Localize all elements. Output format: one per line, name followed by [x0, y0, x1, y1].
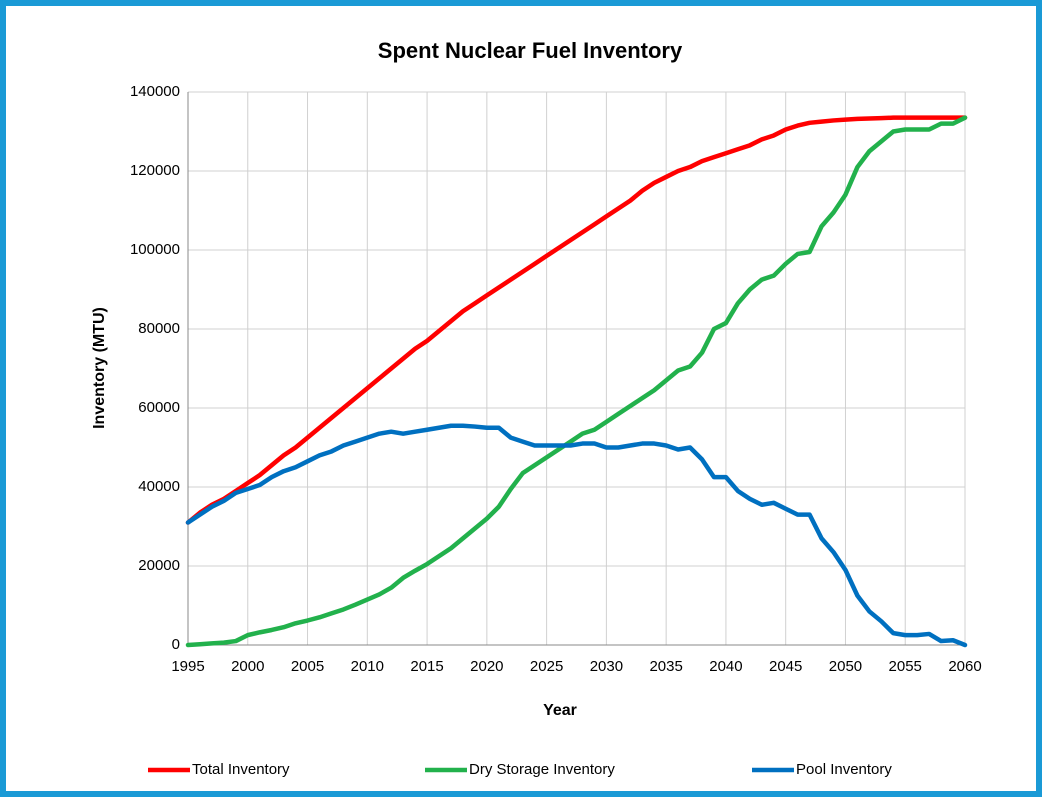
x-tick-label: 2015 — [410, 658, 443, 675]
legend-label: Dry Storage Inventory — [469, 761, 615, 778]
x-tick-label: 2020 — [470, 658, 503, 675]
line-series — [185, 423, 968, 648]
line-series — [185, 115, 968, 648]
x-tick-label: 2005 — [291, 658, 324, 675]
line-series — [185, 115, 968, 525]
x-tick-label: 2040 — [709, 658, 742, 675]
y-tick-label: 40000 — [138, 478, 180, 495]
x-tick-label: 2030 — [590, 658, 623, 675]
x-axis-label: Year — [543, 702, 577, 719]
x-tick-label: 2035 — [649, 658, 682, 675]
x-tick-label: 2060 — [948, 658, 981, 675]
legend-label: Pool Inventory — [796, 761, 892, 778]
y-tick-label: 0 — [172, 636, 180, 653]
x-tick-label: 2050 — [829, 658, 862, 675]
y-tick-label: 100000 — [130, 241, 180, 258]
chart-title: Spent Nuclear Fuel Inventory — [378, 38, 683, 63]
y-tick-label: 60000 — [138, 399, 180, 416]
x-tick-label: 2055 — [889, 658, 922, 675]
y-tick-label: 140000 — [130, 83, 180, 100]
x-tick-label: 2010 — [351, 658, 384, 675]
y-tick-label: 120000 — [130, 162, 180, 179]
x-tick-label: 2025 — [530, 658, 563, 675]
legend-label: Total Inventory — [192, 761, 290, 778]
y-axis-label: Inventory (MTU) — [91, 307, 108, 429]
x-tick-label: 2045 — [769, 658, 802, 675]
y-tick-label: 80000 — [138, 320, 180, 337]
x-tick-label: 1995 — [171, 658, 204, 675]
x-tick-label: 2000 — [231, 658, 264, 675]
y-tick-label: 20000 — [138, 557, 180, 574]
